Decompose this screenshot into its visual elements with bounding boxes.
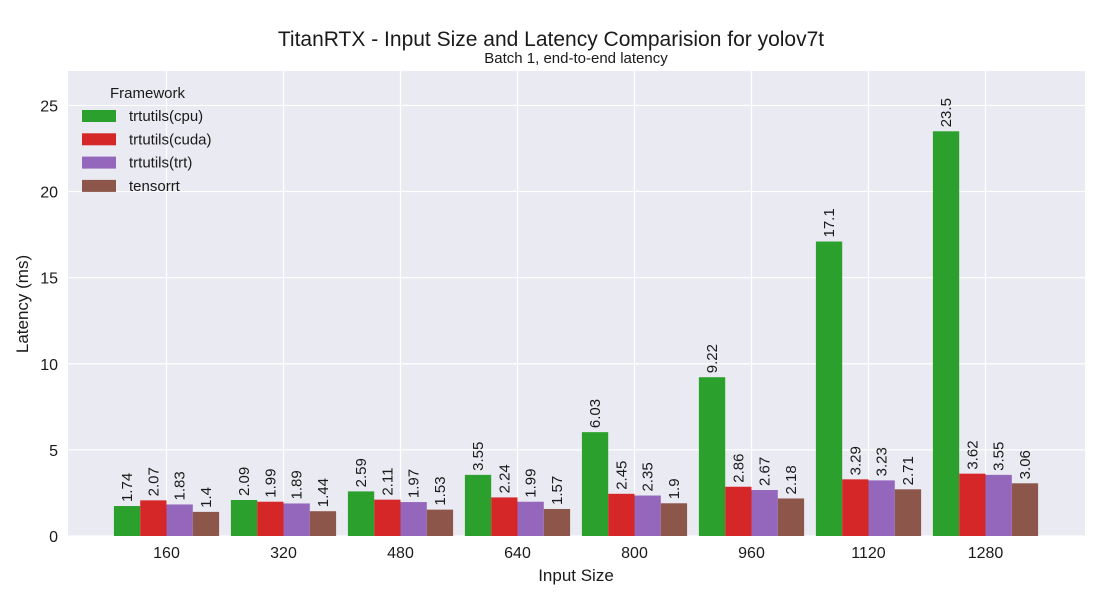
x-tick-label: 160 (153, 545, 180, 562)
data-label: 2.86 (730, 454, 747, 483)
x-tick-label: 320 (270, 545, 297, 562)
bar-trtutils-trt--960 (751, 490, 778, 536)
data-label: 1.9 (666, 478, 683, 499)
data-label: 1.53 (432, 476, 449, 505)
x-axis-label: Input Size (538, 566, 614, 585)
bar-tensorrt-320 (309, 511, 337, 536)
data-label: 2.09 (236, 467, 253, 496)
bar-trtutils-cuda--320 (257, 501, 284, 536)
tick-labels: 0 5 10 15 20 25 160 320 480 640 800 960 1120 1280 (40, 98, 1003, 562)
x-tick-label: 960 (738, 545, 765, 562)
data-label: 2.45 (613, 461, 630, 490)
bar-trtutils-cuda--480 (374, 499, 401, 536)
bar-tensorrt-1280 (1011, 483, 1039, 536)
bar-trtutils-trt--1120 (868, 480, 895, 536)
x-tick-label: 480 (387, 545, 414, 562)
y-tick-label: 5 (49, 443, 58, 460)
data-label: 1.89 (289, 470, 306, 499)
bar-tensorrt-800 (660, 503, 688, 536)
bar-trtutils-trt--480 (400, 502, 427, 536)
data-label: 1.57 (549, 476, 566, 505)
bar-trtutils-cuda--160 (140, 500, 167, 536)
bar-tensorrt-480 (426, 509, 454, 536)
legend-label: trtutils(trt) (129, 155, 192, 172)
y-tick-label: 10 (40, 357, 58, 374)
bar-trtutils-cuda--1120 (842, 479, 869, 536)
bar-tensorrt-160 (192, 511, 220, 536)
bar-trtutils-cpu--960 (698, 377, 726, 536)
data-label: 3.55 (991, 442, 1008, 471)
data-label: 2.11 (379, 468, 396, 496)
data-label: 3.29 (847, 446, 864, 475)
bar-trtutils-trt--160 (166, 504, 193, 536)
data-label: 9.22 (704, 344, 721, 373)
legend-title: Framework (110, 85, 186, 102)
y-tick-label: 25 (40, 98, 58, 115)
bar-trtutils-cpu--480 (347, 491, 375, 536)
chart-title: TitanRTX - Input Size and Latency Compar… (278, 28, 824, 51)
data-label: 1.83 (172, 471, 189, 500)
legend-swatch (82, 110, 116, 122)
data-label: 3.55 (470, 442, 487, 471)
bar-trtutils-cpu--1120 (815, 241, 843, 536)
bar-tensorrt-960 (777, 498, 805, 536)
data-label: 3.06 (1017, 450, 1034, 479)
x-tick-label: 1280 (968, 545, 1004, 562)
x-tick-label: 800 (621, 545, 648, 562)
bar-trtutils-cuda--960 (725, 486, 752, 536)
bar-tensorrt-640 (543, 508, 571, 536)
data-label: 2.35 (640, 462, 657, 491)
y-axis-label: Latency (ms) (13, 255, 32, 353)
legend-swatch (82, 156, 116, 169)
data-label: 17.1 (821, 208, 838, 237)
x-tick-label: 1120 (851, 545, 886, 562)
plot-area (68, 71, 1085, 536)
legend-label: trtutils(cpu) (129, 108, 203, 125)
legend-swatch (82, 133, 116, 146)
data-label: 6.03 (587, 399, 604, 428)
bar-trtutils-trt--640 (517, 501, 544, 536)
bar-trtutils-cuda--640 (491, 497, 518, 536)
data-label: 1.74 (119, 473, 136, 502)
data-label: 1.97 (406, 469, 423, 498)
legend-label: tensorrt (129, 178, 181, 195)
legend-swatch (82, 179, 116, 192)
bars-group: 1.74 2.09 2.59 3.55 6.03 9.22 17.1 23.5 2.07 1.99… (113, 98, 1039, 536)
bar-trtutils-cpu--1280 (932, 131, 960, 536)
bar-trtutils-cpu--320 (230, 500, 258, 536)
bar-trtutils-trt--320 (283, 503, 310, 536)
y-tick-label: 0 (49, 529, 58, 546)
grid-lines (68, 71, 1085, 537)
data-label: 1.4 (198, 487, 215, 508)
y-tick-label: 20 (40, 185, 58, 202)
bar-trtutils-cuda--1280 (959, 473, 986, 536)
data-label: 3.23 (874, 447, 891, 476)
bar-tensorrt-1120 (894, 489, 922, 536)
bar-trtutils-cuda--800 (608, 493, 635, 536)
data-label: 2.24 (496, 464, 513, 493)
data-label: 2.67 (757, 457, 774, 486)
data-label: 1.99 (262, 469, 279, 498)
data-label: 1.44 (315, 478, 332, 507)
legend-label: trtutils(cuda) (129, 131, 212, 148)
data-label: 2.07 (145, 467, 162, 496)
data-label: 2.71 (900, 456, 917, 485)
bar-trtutils-cpu--800 (581, 432, 609, 536)
y-tick-label: 15 (40, 271, 58, 288)
x-tick-label: 640 (504, 545, 531, 562)
bar-trtutils-cpu--160 (113, 506, 141, 536)
data-label: 23.5 (938, 98, 955, 127)
bar-trtutils-trt--1280 (985, 474, 1012, 536)
bar-trtutils-cpu--640 (464, 474, 492, 536)
bar-trtutils-trt--800 (634, 495, 661, 536)
data-label: 2.59 (353, 458, 370, 487)
data-label: 3.62 (964, 440, 981, 469)
chart-subtitle: Batch 1, end-to-end latency (484, 50, 668, 67)
data-label: 1.99 (523, 469, 540, 498)
legend: Framework trtutils(cpu) trtutils(cuda) trt… (82, 85, 212, 195)
data-label: 2.18 (783, 465, 800, 494)
